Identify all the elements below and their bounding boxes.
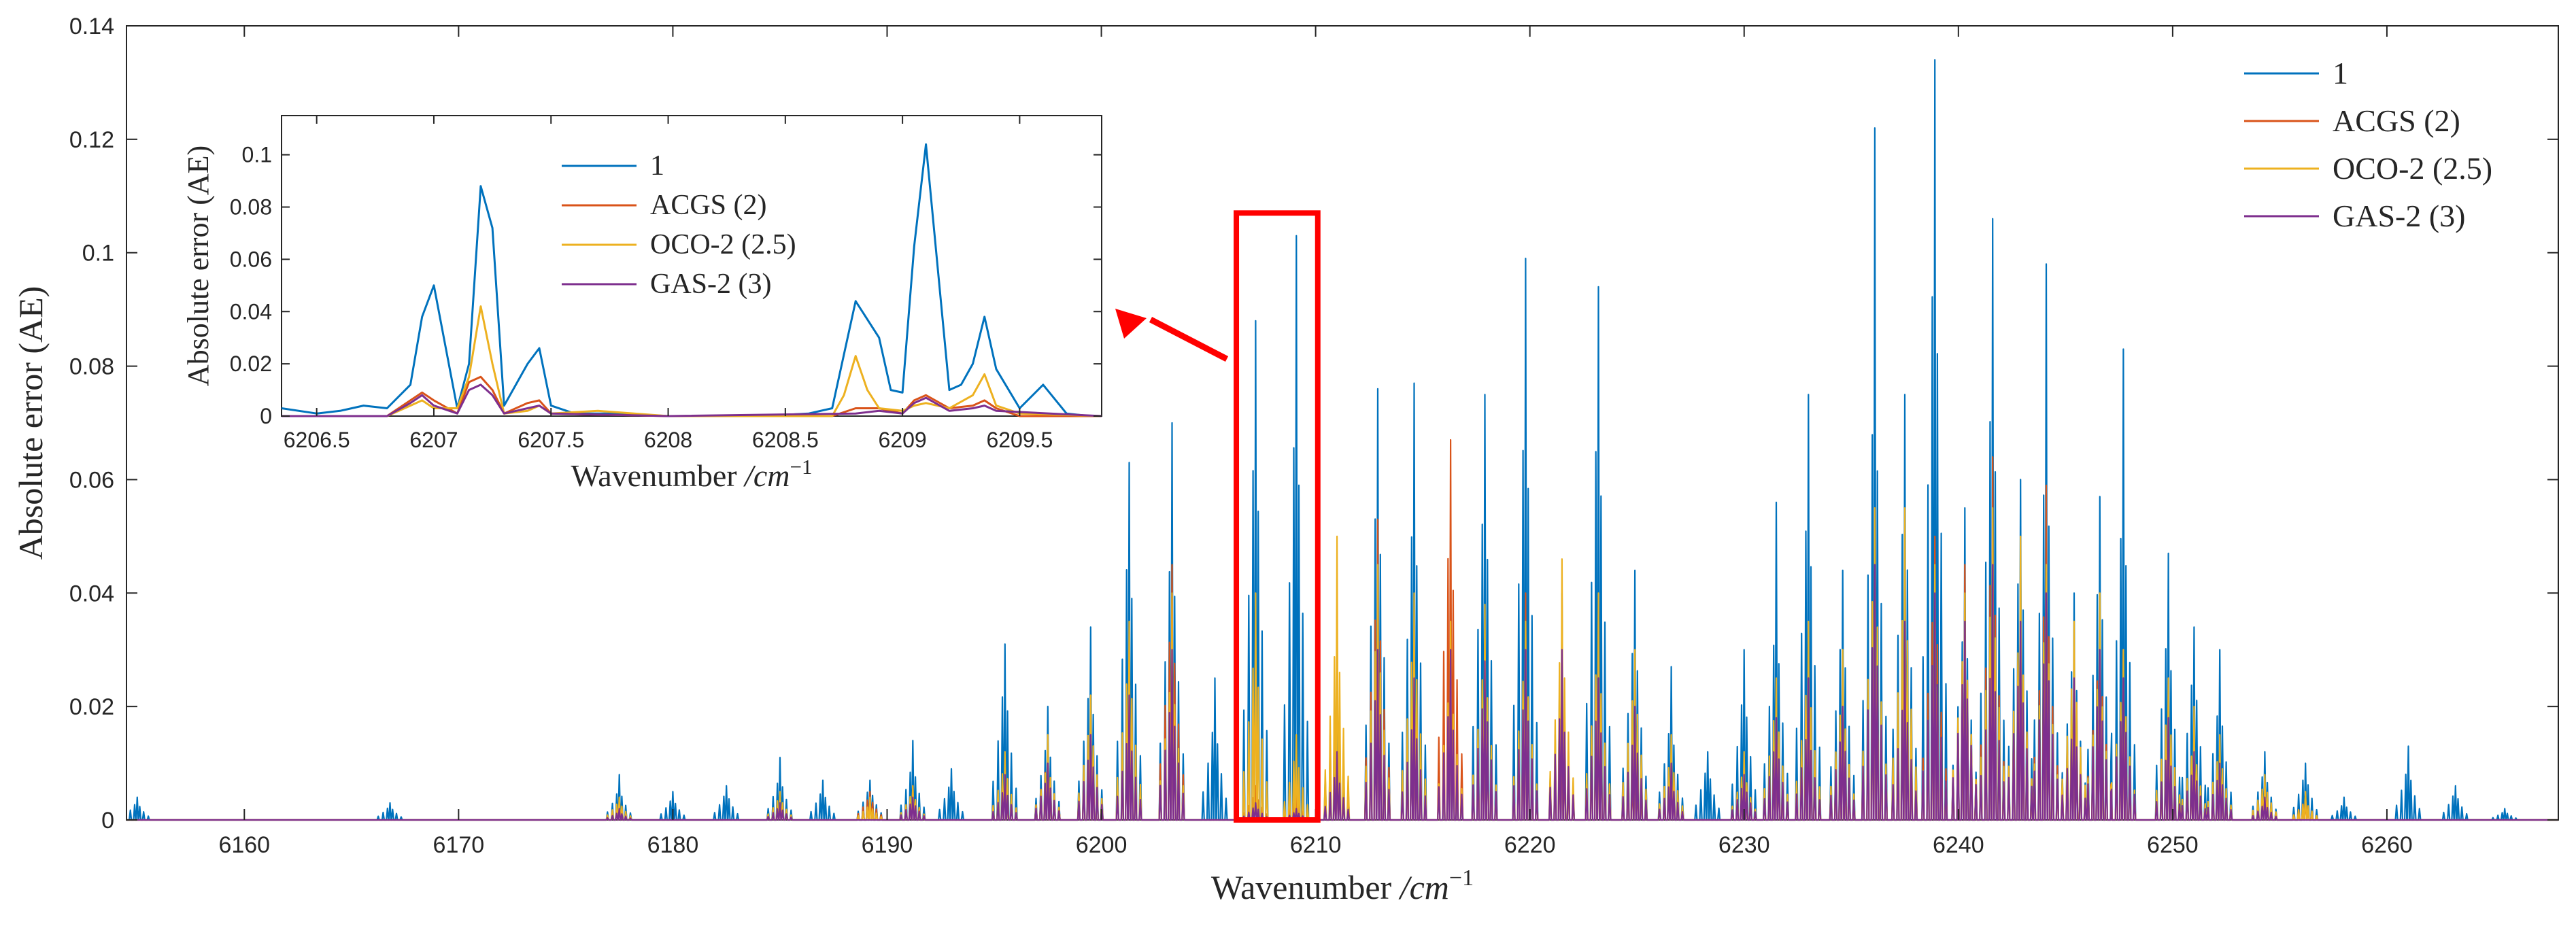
main-series-line-1 [126, 59, 2558, 821]
main-x-tick-label: 6180 [647, 832, 699, 858]
inset-x-tick-label: 6206.5 [284, 428, 350, 452]
main-x-axis-label-text: Wavenumber [1211, 868, 1400, 906]
main-y-tick-label: 0.02 [69, 694, 114, 720]
main-legend: 1 ACGS (2) OCO-2 (2.5) GAS-2 (3) [2244, 56, 2492, 233]
inset-y-tick-label: 0.04 [230, 299, 272, 324]
main-x-tick-label: 6220 [1504, 832, 1556, 858]
inset-x-axis-label-unit: /cm [743, 458, 790, 493]
inset-y-tick-label: 0.08 [230, 195, 272, 220]
main-legend-label-2: ACGS (2) [2333, 103, 2460, 138]
inset-y-tick-label: 0.02 [230, 351, 272, 376]
main-x-axis-label: Wavenumber /cm−1 [1211, 865, 1474, 906]
inset-x-tick-label: 6209 [879, 428, 927, 452]
main-legend-label-4: GAS-2 (3) [2333, 199, 2465, 233]
main-x-axis-label-unit-exponent: −1 [1449, 865, 1474, 891]
inset-x-tick-label: 6209.5 [986, 428, 1053, 452]
main-y-tick-label: 0.06 [69, 467, 114, 493]
main-y-tick-label: 0.04 [69, 581, 114, 606]
inset-x-tick-label: 6207 [409, 428, 458, 452]
main-x-tick-label: 6230 [1718, 832, 1770, 858]
inset-x-axis-label-text: Wavenumber [571, 458, 745, 493]
main-x-axis-label-unit: /cm [1398, 868, 1449, 906]
inset-y-tick-label: 0 [260, 404, 272, 428]
zoom-arrow-shaft [1149, 317, 1229, 362]
main-y-tick-label: 0.08 [69, 354, 114, 380]
main-series-group [126, 59, 2558, 821]
main-y-axis-label: Absolute error (AE) [12, 286, 50, 560]
inset-y-axis-label: Absolute error (AE) [182, 145, 215, 386]
main-y-tick-label: 0.14 [69, 14, 114, 39]
main-y-tick-label: 0 [101, 808, 114, 834]
inset-legend: 1 ACGS (2) OCO-2 (2.5) GAS-2 (3) [562, 150, 796, 300]
inset-plot-area [281, 115, 1102, 417]
main-series-line-4 [126, 564, 2558, 821]
main-x-tick-label: 6250 [2147, 832, 2199, 858]
inset-x-tick-label: 6208.5 [752, 428, 819, 452]
main-y-tick-label: 0.12 [69, 127, 114, 153]
main-x-tick-label: 6260 [2361, 832, 2413, 858]
inset-x-tick-label: 6207.5 [518, 428, 584, 452]
zoom-arrow-head [1115, 309, 1147, 339]
main-y-tick-label: 0.1 [82, 241, 114, 267]
annotations [1115, 210, 1321, 823]
main-x-tick-label: 6210 [1290, 832, 1342, 858]
main-x-tick-label: 6170 [433, 832, 485, 858]
inset-x-axis-label: Wavenumber /cm−1 [571, 455, 813, 493]
inset-legend-label-1: 1 [650, 150, 664, 182]
main-legend-label-3: OCO-2 (2.5) [2333, 151, 2492, 186]
main-x-tick-label: 6160 [218, 832, 270, 858]
zoom-highlight-box [1234, 210, 1321, 823]
main-x-tick-label: 6190 [862, 832, 913, 858]
main-x-tick-label: 6200 [1076, 832, 1128, 858]
inset-x-tick-label: 6208 [644, 428, 692, 452]
main-x-tick-label: 6240 [1933, 832, 1984, 858]
inset-legend-label-2: ACGS (2) [650, 190, 767, 221]
inset-legend-label-4: GAS-2 (3) [650, 269, 771, 300]
inset-series-line-4 [282, 383, 1102, 417]
inset-legend-label-3: OCO-2 (2.5) [650, 229, 796, 260]
inset-y-tick-label: 0.1 [242, 143, 272, 167]
main-legend-label-1: 1 [2333, 56, 2348, 90]
inset-chart: 6206.5 6207 6207.5 6208 6208.5 6209 6209.5 0 0.0… [182, 115, 1102, 493]
inset-y-tick-label: 0.06 [230, 247, 272, 271]
inset-x-axis-label-unit-exponent: −1 [790, 455, 813, 479]
